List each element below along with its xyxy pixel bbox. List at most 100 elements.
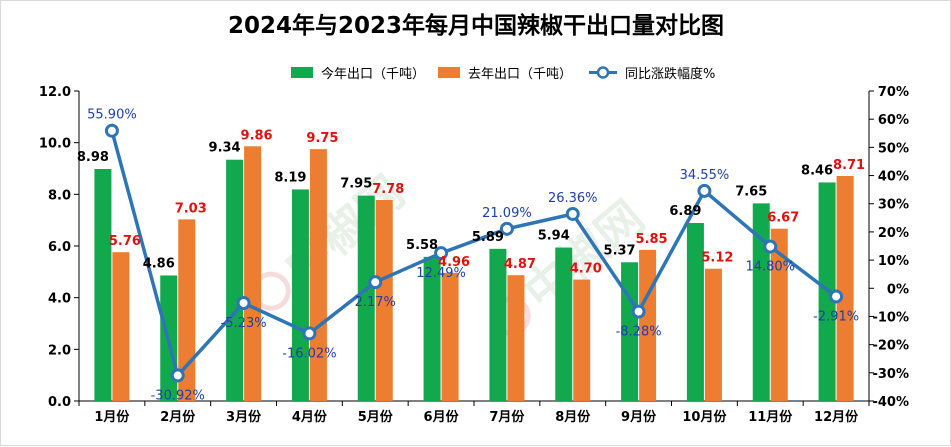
pct-marker xyxy=(565,206,580,221)
bar-previous xyxy=(309,149,327,401)
legend-swatch-current xyxy=(291,67,313,78)
bar-current xyxy=(621,262,639,401)
bar-previous xyxy=(244,146,262,401)
bar-previous xyxy=(836,175,854,401)
data-label-previous: 4.96 xyxy=(438,255,470,270)
y-right-tick-label: -10% xyxy=(872,310,909,325)
data-label-current: 8.46 xyxy=(801,163,833,178)
bar-previous xyxy=(441,272,459,401)
data-label-previous: 7.03 xyxy=(175,201,207,216)
x-tick-label: 2月份 xyxy=(160,409,196,425)
legend-swatch-previous xyxy=(438,67,460,78)
y-left-tick-label: 12.0 xyxy=(39,85,71,100)
data-label-previous: 5.85 xyxy=(636,232,668,247)
y-right-tick-label: 10% xyxy=(878,254,909,269)
y-right-tick-label: 40% xyxy=(878,170,909,185)
x-tick-label: 12月份 xyxy=(814,409,859,425)
y-left-tick-label: 0.0 xyxy=(48,395,71,410)
pct-marker xyxy=(368,275,383,290)
y-right-tick-label: 0% xyxy=(887,282,909,297)
data-label-previous: 5.76 xyxy=(109,234,141,249)
data-label-current: 5.58 xyxy=(406,238,438,253)
bar-current xyxy=(489,248,507,401)
data-label-pct: -8.28% xyxy=(616,325,662,340)
y-left-tick-label: 10.0 xyxy=(39,137,71,152)
pct-marker xyxy=(763,239,778,254)
data-label-pct: 34.55% xyxy=(680,168,730,183)
y-right-tick-label: 70% xyxy=(878,85,909,100)
data-label-previous: 6.67 xyxy=(767,211,799,226)
data-label-pct: -2.91% xyxy=(813,309,859,324)
x-tick-label: 11月份 xyxy=(748,409,793,425)
bar-previous xyxy=(573,279,591,401)
data-label-current: 6.89 xyxy=(669,204,701,219)
axes: 0.0 2.0 4.0 6.0 8.0 10.0 12.0 -40% -30% -20% -10% 0… xyxy=(39,85,909,425)
data-label-pct: 12.49% xyxy=(416,266,466,281)
bar-current xyxy=(686,223,704,401)
y-right-tick-label: -20% xyxy=(872,339,909,354)
data-label-current: 7.65 xyxy=(735,184,767,199)
bar-previous xyxy=(112,252,130,401)
data-labels: 8.98 5.764.86 7.03 9.349.86 8.19 9.75 7.95 7.78… xyxy=(77,108,865,404)
data-label-previous: 8.71 xyxy=(833,158,865,173)
data-label-current: 7.95 xyxy=(340,177,372,192)
bars xyxy=(94,146,854,401)
data-label-pct: -5.23% xyxy=(221,316,267,331)
bar-previous xyxy=(770,228,788,401)
bar-current xyxy=(226,159,244,401)
data-label-current: 5.94 xyxy=(538,229,570,244)
pct-marker xyxy=(104,123,119,138)
bar-current xyxy=(555,247,573,401)
pct-marker xyxy=(631,304,646,319)
y-right-tick-label: -30% xyxy=(872,367,909,382)
data-label-previous: 9.86 xyxy=(241,128,273,143)
y-right-tick-label: -40% xyxy=(872,395,909,410)
y-right-tick-label: 30% xyxy=(878,198,909,213)
data-label-pct: 55.90% xyxy=(87,108,137,123)
x-tick-label: 10月份 xyxy=(682,409,727,425)
legend-label-previous: 去年出口（千吨） xyxy=(468,67,572,82)
chart-title: 2024年与2023年每月中国辣椒干出口量对比图 xyxy=(228,12,724,39)
x-tick-label: 1月份 xyxy=(94,409,130,425)
bar-previous xyxy=(507,275,525,401)
legend-marker-pct xyxy=(596,66,610,79)
data-label-current: 5.89 xyxy=(472,230,504,245)
y-left-tick-label: 4.0 xyxy=(48,292,71,307)
data-label-current: 8.98 xyxy=(77,150,109,165)
pct-marker xyxy=(697,183,712,198)
line-series xyxy=(104,123,844,383)
bar-current xyxy=(291,189,309,401)
data-label-previous: 5.12 xyxy=(701,251,733,266)
x-tick-label: 5月份 xyxy=(358,409,394,425)
data-label-pct: 2.17% xyxy=(355,295,396,310)
bar-current xyxy=(752,203,770,401)
legend-label-pct: 同比涨跌幅度% xyxy=(625,66,715,82)
y-left-tick-label: 2.0 xyxy=(48,343,71,358)
bar-previous xyxy=(178,219,196,401)
y-right-tick-label: 20% xyxy=(878,226,909,241)
pct-marker xyxy=(170,368,185,383)
data-label-current: 9.34 xyxy=(209,141,241,156)
pct-marker xyxy=(302,326,317,341)
x-tick-label: 9月份 xyxy=(621,409,657,425)
data-label-previous: 4.87 xyxy=(504,257,536,272)
data-label-current: 4.86 xyxy=(143,256,175,271)
data-label-current: 8.19 xyxy=(274,170,306,185)
x-tick-label: 6月份 xyxy=(424,409,460,425)
pct-marker xyxy=(829,289,844,304)
bar-current xyxy=(423,256,441,401)
y-right-tick-label: 50% xyxy=(878,141,909,156)
x-tick-label: 7月份 xyxy=(489,409,525,425)
bar-current xyxy=(94,169,112,401)
data-label-pct: 21.09% xyxy=(482,206,532,221)
x-tick-label: 8月份 xyxy=(555,409,591,425)
data-label-previous: 7.78 xyxy=(372,182,404,197)
data-label-previous: 4.70 xyxy=(570,262,602,277)
data-label-pct: 26.36% xyxy=(548,191,598,206)
x-tick-label: 4月份 xyxy=(292,409,328,425)
pct-marker xyxy=(499,221,514,236)
legend: 今年出口（千吨） 去年出口（千吨） 同比涨跌幅度% xyxy=(291,66,715,82)
bar-previous xyxy=(704,268,722,401)
